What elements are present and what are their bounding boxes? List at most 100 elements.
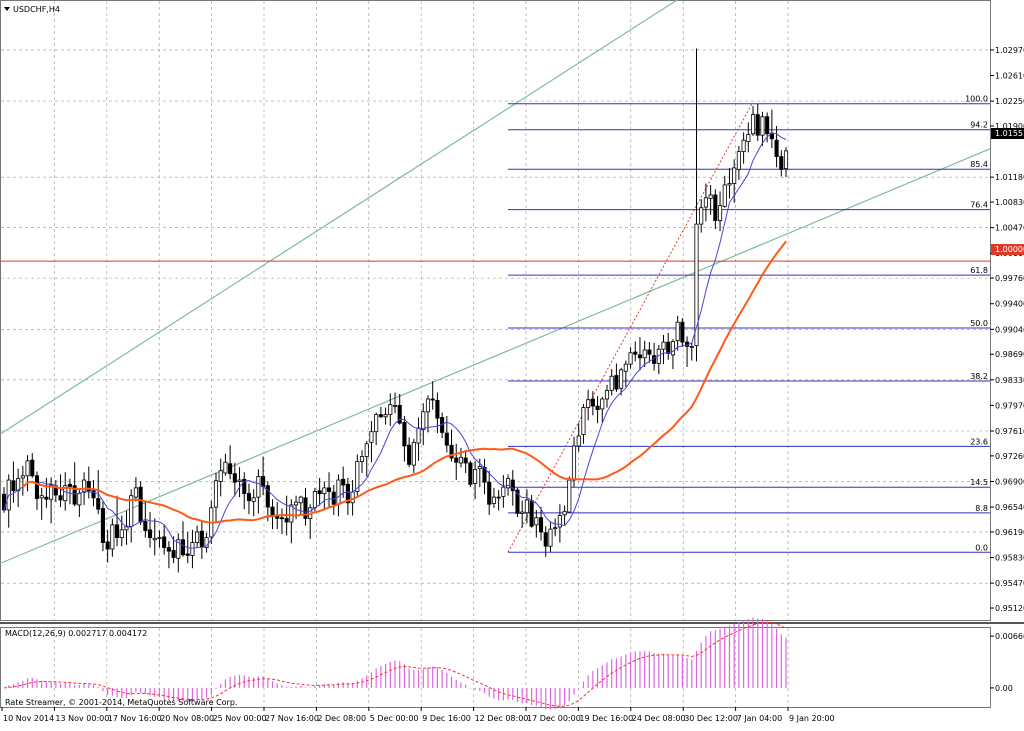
candle-body xyxy=(689,345,694,348)
x-tick-label: 20 Nov 08:00 xyxy=(160,714,214,723)
x-tick-label: 7 Jan 04:00 xyxy=(737,714,783,723)
candle-body xyxy=(675,321,680,342)
candle-body xyxy=(166,547,171,552)
y-tick-label: 1.02970 xyxy=(995,46,1024,55)
candle-body xyxy=(152,537,157,541)
price-panel[interactable] xyxy=(0,0,991,621)
candle-body xyxy=(237,479,242,482)
candle-body xyxy=(600,398,605,410)
macd-panel[interactable] xyxy=(0,627,991,708)
candle-body xyxy=(49,484,54,500)
x-tick-label: 12 Dec 08:00 xyxy=(475,714,529,723)
candle-body xyxy=(397,404,402,424)
x-tick-label: 27 Nov 16:00 xyxy=(265,714,319,723)
candle-body xyxy=(637,354,643,359)
candle-body xyxy=(223,461,228,474)
candle-body xyxy=(213,480,219,508)
candle-body xyxy=(642,349,647,359)
candle-body xyxy=(195,531,200,544)
candle-body xyxy=(86,481,91,492)
macd-tick-label: 0.00 xyxy=(995,684,1013,693)
candle-body xyxy=(105,541,110,550)
fib-label: 94.2 xyxy=(970,121,988,130)
candle-body xyxy=(218,470,223,482)
candle-body xyxy=(72,485,77,505)
y-tick-label: 1.02250 xyxy=(995,97,1024,106)
candle-body xyxy=(91,490,96,499)
candle-body xyxy=(129,495,134,527)
x-tick-label: 9 Jan 20:00 xyxy=(789,714,835,723)
macd-signal-line xyxy=(3,621,787,707)
candle-body xyxy=(736,151,741,170)
candle-body xyxy=(77,493,82,506)
fib-label: 85.4 xyxy=(970,160,988,169)
candle-body xyxy=(694,223,699,347)
candle-body xyxy=(228,463,233,475)
dropdown-arrow-icon[interactable] xyxy=(4,7,10,11)
x-tick-label: 25 Nov 00:00 xyxy=(213,714,267,723)
candle-body xyxy=(647,349,652,355)
candle-body xyxy=(477,466,482,470)
candle-body xyxy=(520,511,525,514)
x-tick-label: 10 Nov 2014 xyxy=(3,714,54,723)
candle-body xyxy=(468,462,473,485)
candle-body xyxy=(39,495,44,499)
candle-body xyxy=(463,457,468,464)
candle-body xyxy=(741,139,746,152)
candle-body xyxy=(515,489,520,514)
candle-body xyxy=(284,518,289,523)
candle-body xyxy=(586,399,591,408)
candle-body xyxy=(11,480,16,492)
candle-body xyxy=(44,496,49,500)
candle-body xyxy=(312,491,317,509)
candle-body xyxy=(703,197,708,208)
candle-body xyxy=(171,550,176,558)
candle-body xyxy=(524,499,529,514)
candle-body xyxy=(20,475,25,479)
symbol-title: USDCHF,H4 xyxy=(13,5,60,14)
candle-body xyxy=(609,375,614,391)
candle-body xyxy=(454,457,459,463)
fib-label: 38.2 xyxy=(970,372,988,381)
candle-body xyxy=(699,207,704,225)
y-tick-label: 1.00830 xyxy=(995,198,1024,207)
candle-body xyxy=(614,375,619,390)
candle-body xyxy=(590,398,595,407)
candle-body xyxy=(506,478,511,489)
candle-body xyxy=(265,485,270,508)
y-tick-label: 1.01180 xyxy=(995,173,1024,182)
candle-body xyxy=(58,495,63,501)
current-price-tag xyxy=(991,128,1024,139)
trend-channel xyxy=(0,0,991,565)
candle-body xyxy=(774,139,779,157)
candle-body xyxy=(303,497,308,519)
candle-body xyxy=(661,341,666,350)
candle-body xyxy=(350,491,355,504)
x-tick-label: 9 Dec 16:00 xyxy=(422,714,471,723)
candle-body xyxy=(383,414,388,418)
grid xyxy=(1,1,990,620)
y-tick-label: 1.01900 xyxy=(995,122,1024,131)
candle-body xyxy=(378,414,383,418)
candle-body xyxy=(162,536,167,548)
fib-label: 0.0 xyxy=(975,543,988,552)
x-tick-label: 17 Nov 16:00 xyxy=(108,714,162,723)
candle-body xyxy=(421,411,426,430)
candle-body xyxy=(722,184,727,207)
candle-body xyxy=(496,496,501,499)
candle-body xyxy=(473,468,478,485)
x-tick-label: 24 Dec 08:00 xyxy=(632,714,686,723)
candle-body xyxy=(143,520,148,531)
candle-body xyxy=(119,529,124,539)
candle-body xyxy=(147,529,153,539)
candle-body xyxy=(666,341,671,354)
